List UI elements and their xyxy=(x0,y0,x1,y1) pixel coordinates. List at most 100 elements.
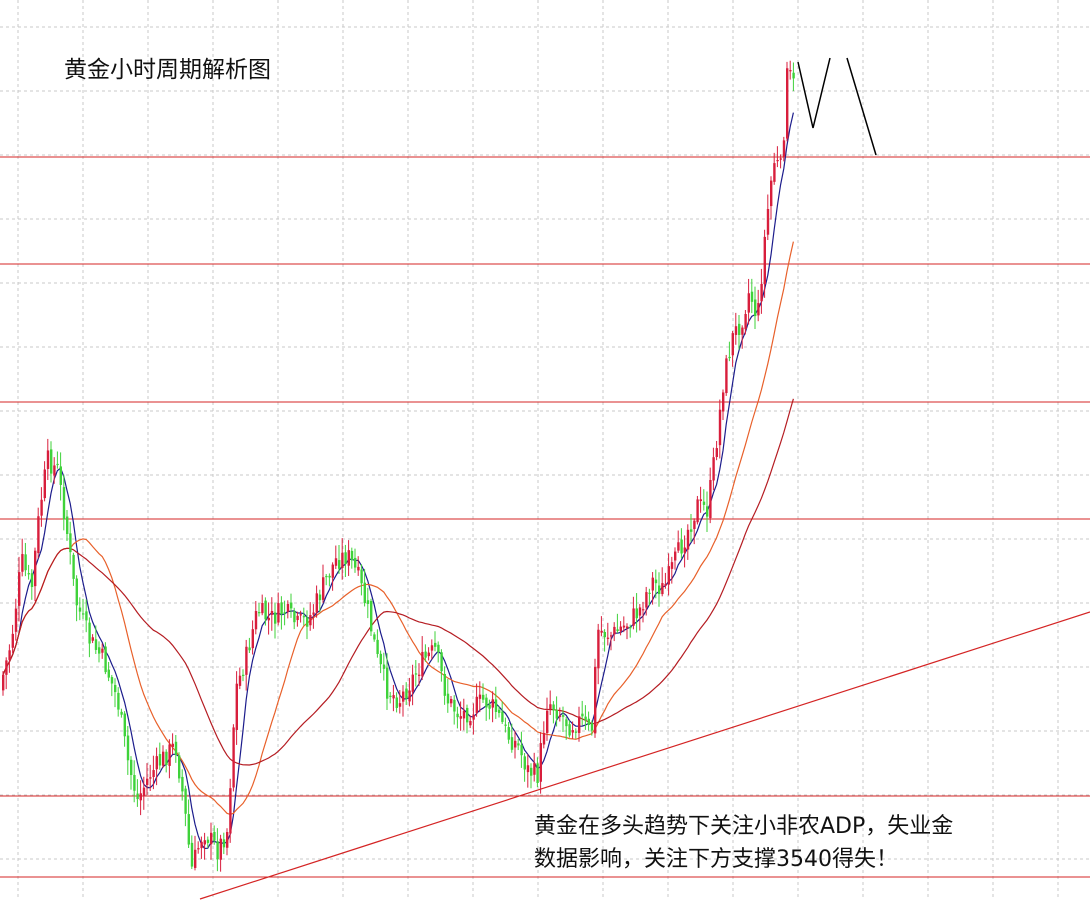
candle-body xyxy=(606,637,610,639)
candle-body xyxy=(18,572,21,606)
candle-body xyxy=(219,838,222,860)
candle-body xyxy=(85,611,88,621)
candle-body xyxy=(213,831,216,841)
candle-body xyxy=(363,582,366,604)
candle-body xyxy=(37,516,40,554)
candle-body xyxy=(405,688,408,699)
candle-body xyxy=(437,644,440,653)
candle-body xyxy=(549,704,552,709)
candle-body xyxy=(392,695,395,699)
candle-body xyxy=(130,759,133,776)
candle-body xyxy=(312,612,315,615)
candle-body xyxy=(5,660,8,675)
candle-body xyxy=(485,697,488,708)
candle-body xyxy=(120,711,123,715)
candle-body xyxy=(110,677,114,684)
candle-body xyxy=(718,409,722,446)
candle-body xyxy=(46,450,50,469)
candle-body xyxy=(402,691,405,702)
projection-zigzag xyxy=(797,57,877,156)
candle-body xyxy=(302,616,306,618)
candle-body xyxy=(331,564,334,578)
candle-body xyxy=(56,463,59,466)
candle-body xyxy=(264,600,267,620)
candle-body xyxy=(424,651,427,658)
candle-body xyxy=(450,698,453,704)
candle-body xyxy=(744,314,747,330)
candle-body xyxy=(210,832,213,845)
candle-body xyxy=(715,448,718,458)
candle-body xyxy=(690,529,693,532)
candle-body xyxy=(328,575,331,578)
candle-body xyxy=(62,487,66,520)
candle-body xyxy=(133,775,136,791)
candle-body xyxy=(299,614,302,616)
candle-body xyxy=(706,506,709,517)
candle-body xyxy=(206,839,210,843)
chart-title: 黄金小时周期解析图 xyxy=(64,57,271,83)
candle-body xyxy=(507,727,510,740)
candle-body xyxy=(664,584,667,586)
candle-body xyxy=(731,333,734,356)
candle-body xyxy=(338,560,341,569)
candle-body xyxy=(101,648,104,653)
candle-body xyxy=(619,626,622,632)
candle-body xyxy=(11,633,14,648)
candle-body xyxy=(613,626,616,635)
candle-body xyxy=(245,646,248,675)
candle-body xyxy=(280,602,283,615)
candle-body xyxy=(88,622,91,644)
candle-body xyxy=(82,613,85,615)
candle-body xyxy=(498,709,501,713)
candle-body xyxy=(248,647,251,651)
candle-body xyxy=(149,777,152,779)
candle-body xyxy=(187,814,190,845)
candle-body xyxy=(616,629,619,632)
candle-body xyxy=(117,692,120,710)
candle-body xyxy=(552,704,555,711)
candle-body xyxy=(520,744,523,756)
candle-body xyxy=(2,674,5,691)
candle-body xyxy=(430,645,434,651)
candle-body xyxy=(379,653,382,665)
analysis-note: 黄金在多头趋势下关注小非农ADP，失业金 数据影响，关注下方支撑3540得失！ xyxy=(534,810,953,876)
candle-body xyxy=(581,713,584,717)
candle-body xyxy=(472,714,475,720)
candle-body xyxy=(408,690,411,702)
candle-body xyxy=(261,603,264,614)
candle-body xyxy=(75,578,78,606)
candle-body xyxy=(190,842,194,867)
candle-body xyxy=(107,669,110,678)
candle-body xyxy=(53,465,56,476)
candle-body xyxy=(565,719,568,727)
candle-body xyxy=(370,600,373,632)
candle-body xyxy=(456,713,459,718)
candle-body xyxy=(203,840,206,845)
candle-body xyxy=(40,499,43,516)
candle-body xyxy=(491,699,494,708)
candle-body xyxy=(197,848,200,850)
candle-body xyxy=(306,617,309,627)
candle-body xyxy=(542,732,546,745)
candle-body xyxy=(699,499,702,502)
candle-body xyxy=(267,617,270,621)
candle-body xyxy=(162,751,165,766)
candle-body xyxy=(194,849,197,868)
candle-body xyxy=(501,711,504,722)
candle-body xyxy=(648,592,651,594)
candle-body xyxy=(590,722,594,731)
candle-body xyxy=(235,683,238,730)
candle-body xyxy=(440,652,443,672)
candle-body xyxy=(123,713,126,737)
candle-body xyxy=(536,763,539,783)
candle-body xyxy=(661,583,664,595)
candle-body xyxy=(603,631,606,638)
candle-body xyxy=(152,770,155,778)
candle-body xyxy=(290,602,293,609)
candle-body xyxy=(222,839,226,848)
candle-body xyxy=(373,634,376,640)
candle-body xyxy=(482,694,485,700)
candle-body xyxy=(386,667,389,699)
candle-body xyxy=(94,639,98,650)
